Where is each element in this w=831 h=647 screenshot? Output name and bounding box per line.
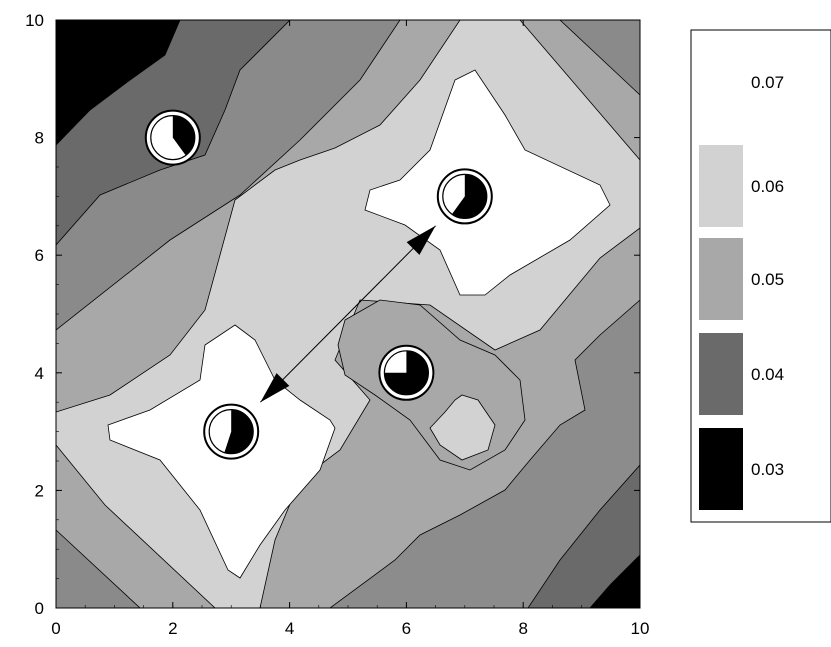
arrow — [260, 225, 436, 403]
legend-swatch — [699, 428, 743, 510]
y-tick-label: 6 — [35, 246, 44, 265]
band-right-003 — [589, 554, 640, 608]
legend-label: 0.03 — [751, 460, 784, 479]
pie-marker — [203, 403, 260, 460]
band-right-004 — [527, 464, 640, 608]
pie-marker-slice — [384, 350, 429, 395]
pie-marker — [144, 109, 201, 166]
x-tick-label: 0 — [51, 619, 60, 638]
band-top-right — [559, 20, 640, 96]
y-tick-label: 0 — [35, 599, 44, 618]
y-tick-label: 8 — [35, 129, 44, 148]
pie-markers — [144, 109, 493, 460]
y-tick-label: 10 — [25, 11, 44, 30]
pie-marker — [436, 168, 493, 225]
legend-swatch — [699, 238, 743, 320]
legend: 0.07 0.06 0.05 0.04 0.03 — [699, 73, 784, 510]
y-tick-label: 2 — [35, 481, 44, 500]
legend-swatch — [699, 145, 743, 227]
arrow-head-end — [406, 225, 436, 255]
y-tick-label: 4 — [35, 364, 44, 383]
legend-label: 0.05 — [751, 270, 784, 289]
x-tick-label: 4 — [285, 619, 294, 638]
pie-marker-slice — [224, 409, 254, 454]
axes: 0 2 4 6 8 10 0 2 4 6 8 10 — [25, 11, 649, 638]
legend-swatch — [699, 333, 743, 415]
band-006-island — [429, 394, 496, 461]
x-tick-label: 6 — [402, 619, 411, 638]
arrow-head-start — [260, 373, 290, 403]
pie-marker-slice — [451, 174, 487, 219]
band-upper-left-003 — [56, 20, 181, 146]
legend-label: 0.04 — [751, 365, 784, 384]
x-tick-label: 10 — [631, 619, 650, 638]
x-tick-label: 2 — [168, 619, 177, 638]
arrow-shaft — [260, 225, 436, 403]
legend-label: 0.07 — [751, 73, 784, 92]
pie-marker-slice — [172, 115, 195, 156]
x-tick-label: 8 — [518, 619, 527, 638]
legend-label: 0.06 — [751, 177, 784, 196]
band-lower-left-0045 — [56, 529, 141, 608]
pie-marker — [378, 344, 435, 401]
band-right-darker — [329, 299, 640, 608]
